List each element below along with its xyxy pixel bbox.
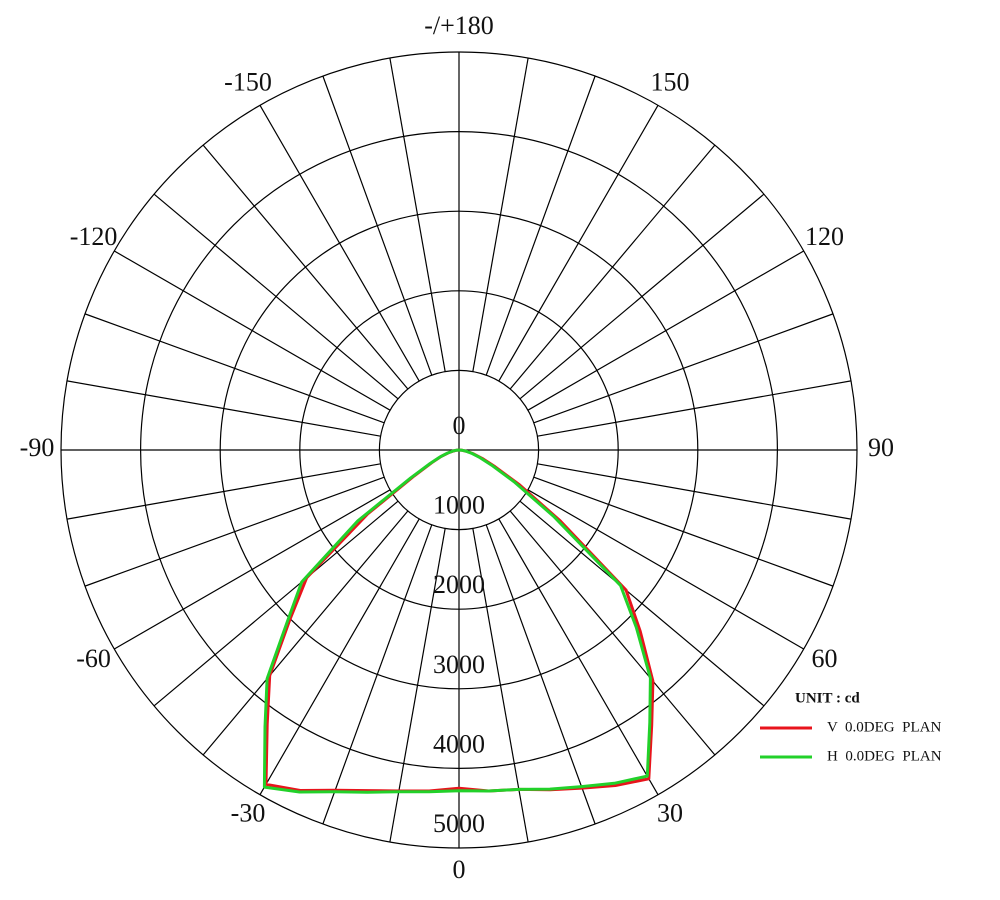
radial-grid-ring: [140, 131, 778, 769]
radial-tick-label: 5000: [433, 809, 485, 838]
angle-tick-label: -120: [70, 222, 118, 251]
radial-tick-label: 4000: [433, 729, 485, 758]
radial-tick-label: 0: [453, 411, 466, 440]
radial-grid-ring: [219, 210, 699, 690]
angle-tick-label: -/+180: [424, 11, 494, 40]
angle-tick-label: -30: [231, 798, 266, 827]
angle-tick-label: -90: [20, 433, 55, 462]
angle-tick-label: 150: [651, 68, 690, 97]
radial-grid-ring: [378, 369, 540, 531]
angle-tick-label: -150: [224, 68, 272, 97]
radial-tick-label: 1000: [433, 491, 485, 520]
angle-tick-label: -60: [76, 644, 111, 673]
radial-tick-label: 3000: [433, 650, 485, 679]
unit-label: UNIT : cd: [795, 690, 860, 706]
series-curve: [262, 448, 652, 794]
angle-tick-label: 30: [657, 798, 683, 827]
angle-tick-label: 90: [868, 433, 894, 462]
radial-tick-label: 2000: [433, 570, 485, 599]
angle-tick-label: 0: [453, 855, 466, 884]
angle-tick-label: 60: [811, 644, 837, 673]
radial-grid-ring: [299, 290, 619, 610]
legend-label: V 0.0DEG PLAN: [827, 719, 941, 735]
legend-label: H 0.0DEG PLAN: [827, 748, 942, 764]
angle-tick-label: 120: [805, 222, 844, 251]
radial-grid-ring: [60, 51, 858, 849]
